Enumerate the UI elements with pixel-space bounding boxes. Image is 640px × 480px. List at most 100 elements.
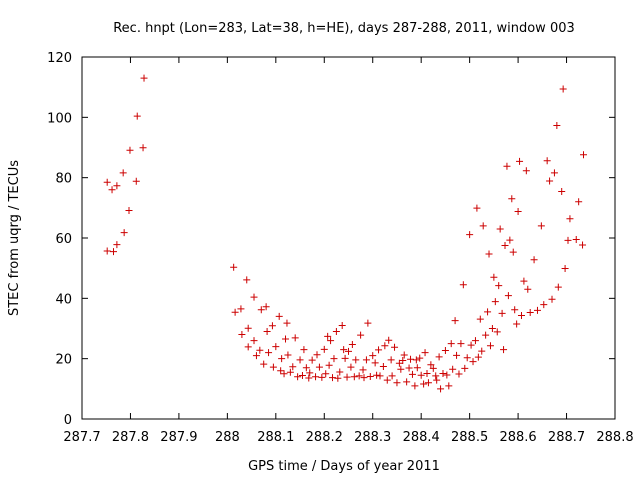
data-point: [362, 356, 370, 364]
x-tick-label: 288.1: [257, 430, 294, 445]
data-point: [140, 74, 148, 82]
data-point: [125, 207, 133, 215]
x-tick-label: 288.4: [403, 430, 440, 445]
y-tick-label: 40: [55, 292, 72, 307]
data-point: [403, 378, 411, 386]
data-point: [364, 319, 372, 327]
data-point: [526, 309, 534, 317]
x-tick-label: 287.7: [63, 430, 100, 445]
data-point: [486, 342, 494, 350]
data-point: [283, 319, 291, 327]
data-point: [447, 340, 455, 348]
data-point: [315, 363, 323, 371]
data-point: [360, 374, 368, 382]
data-point: [474, 353, 482, 361]
data-point: [397, 365, 405, 373]
data-point: [546, 177, 554, 185]
data-point: [268, 322, 276, 330]
data-point: [478, 347, 486, 355]
data-point: [350, 373, 358, 381]
x-axis-label: GPS time / Days of year 2011: [248, 459, 440, 474]
data-point: [260, 360, 268, 368]
data-point: [495, 282, 503, 290]
data-point: [244, 324, 252, 332]
data-point: [329, 374, 337, 382]
data-point: [501, 242, 509, 250]
data-point: [109, 248, 117, 256]
data-point: [373, 371, 381, 379]
data-point: [476, 315, 484, 323]
data-point: [306, 369, 314, 377]
x-tick-label: 287.9: [160, 430, 197, 445]
data-point: [400, 351, 408, 359]
data-point: [463, 354, 471, 362]
y-axis: 0 20 40 60 80 100 120: [47, 51, 615, 428]
data-point: [103, 178, 111, 186]
data-point: [277, 367, 285, 375]
data-point: [289, 363, 297, 371]
data-point: [441, 347, 449, 355]
data-point: [294, 373, 302, 381]
x-tick-label: 288.3: [354, 430, 391, 445]
data-point: [284, 351, 292, 359]
data-point: [572, 236, 580, 244]
data-point: [108, 186, 116, 194]
data-point: [417, 371, 425, 379]
data-point: [575, 198, 583, 206]
data-point: [413, 364, 421, 372]
data-point: [230, 263, 238, 271]
data-point: [412, 356, 420, 364]
data-point: [553, 121, 561, 129]
data-point: [338, 321, 346, 329]
data-point: [482, 331, 490, 339]
x-tick-label: 288.6: [499, 430, 536, 445]
data-point: [383, 376, 391, 384]
data-point: [305, 374, 313, 382]
data-point: [411, 382, 419, 390]
data-point: [439, 369, 447, 377]
data-point: [336, 368, 344, 376]
plot-area: [81, 56, 616, 420]
data-point: [327, 337, 335, 345]
data-point: [457, 340, 465, 348]
data-point: [296, 356, 304, 364]
data-point: [424, 379, 432, 387]
data-point: [461, 364, 469, 372]
x-tick-label: 288.2: [306, 430, 343, 445]
data-point: [393, 379, 401, 387]
data-point: [237, 305, 245, 313]
y-tick-label: 120: [47, 51, 72, 66]
data-point: [443, 371, 451, 379]
y-tick-label: 100: [47, 111, 72, 126]
data-point: [120, 229, 128, 237]
data-point: [509, 248, 517, 256]
data-point: [388, 372, 396, 380]
data-point: [291, 334, 299, 342]
data-point: [275, 312, 283, 320]
data-point: [113, 182, 121, 190]
data-point: [103, 247, 111, 255]
data-point: [520, 277, 528, 285]
data-point: [445, 382, 453, 390]
data-point: [278, 355, 286, 363]
data-point: [139, 144, 147, 152]
data-point: [399, 356, 407, 364]
data-point: [345, 347, 352, 355]
data-point: [318, 373, 326, 381]
data-point: [490, 273, 498, 281]
data-point: [302, 364, 310, 372]
data-point: [437, 385, 445, 393]
data-point: [359, 366, 367, 374]
data-point: [262, 303, 270, 311]
data-point: [269, 363, 277, 371]
data-point: [280, 370, 288, 378]
data-point: [514, 207, 522, 215]
data-point: [423, 369, 431, 377]
data-point: [332, 328, 340, 336]
data-point: [511, 306, 519, 314]
x-tick-label: 288: [215, 430, 240, 445]
data-point: [522, 167, 530, 175]
data-point: [533, 306, 541, 314]
data-point: [513, 320, 521, 328]
data-point: [126, 146, 134, 154]
